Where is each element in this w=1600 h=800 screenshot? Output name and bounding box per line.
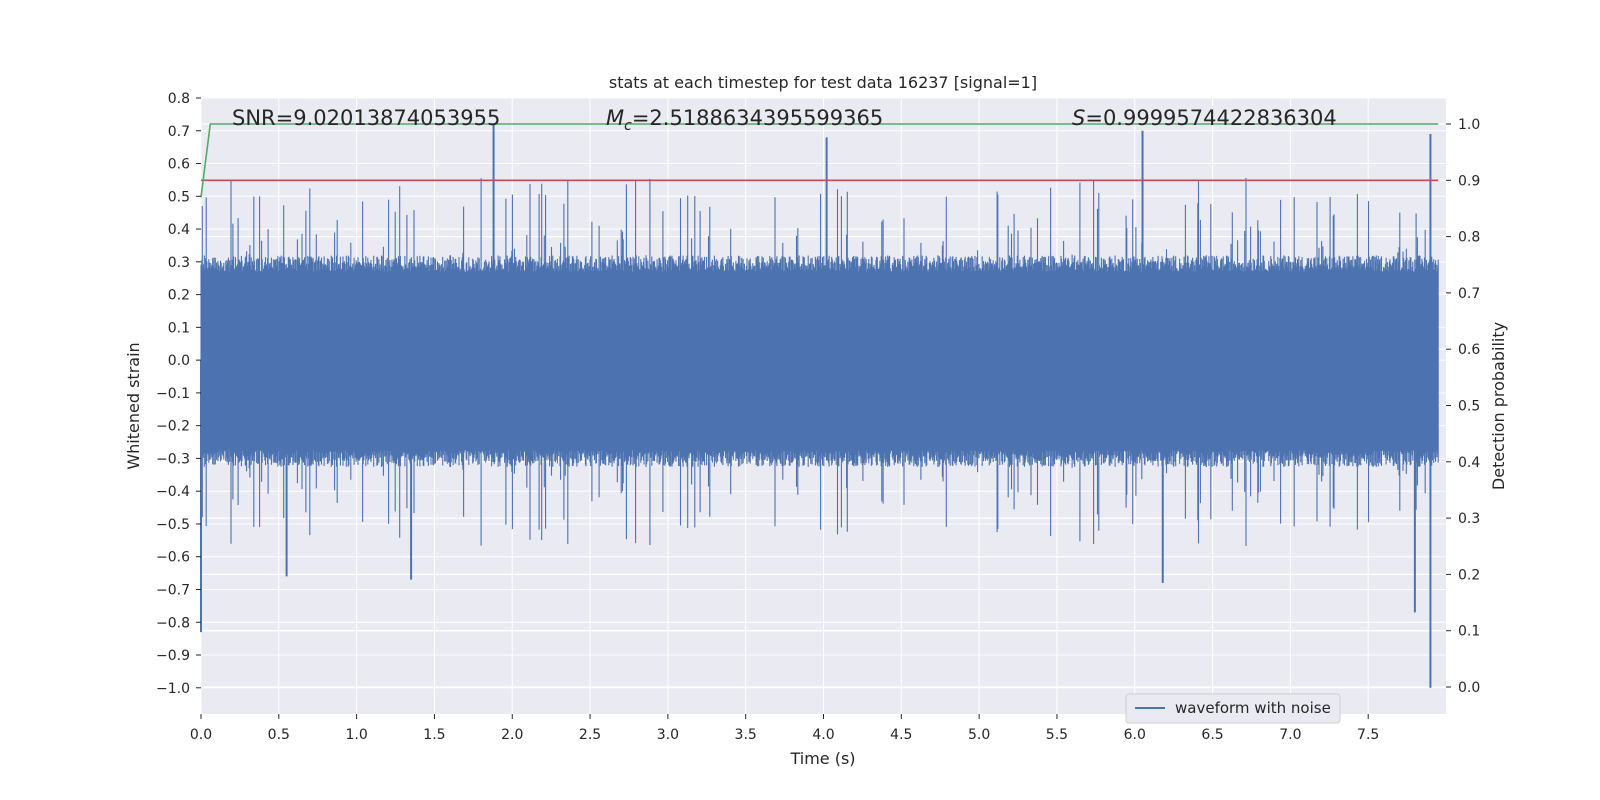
x-tick-label: 0.0 xyxy=(190,727,212,743)
y-right-tick-label: 0.0 xyxy=(1458,680,1480,696)
y-right-tick-label: 0.8 xyxy=(1458,230,1480,246)
x-tick-label: 2.0 xyxy=(501,727,523,743)
x-tick-label: 4.5 xyxy=(890,727,912,743)
x-axis-ticks: 0.0 0.5 1.0 1.5 2.0 2.5 3.0 3.5 4.0 4.5 5.0 5.5 6.0 6… xyxy=(190,714,1379,743)
mc-symbol: M xyxy=(606,106,624,130)
y-right-tick-label: 0.9 xyxy=(1458,173,1480,189)
s-value: =0.9999574422836304 xyxy=(1085,106,1336,130)
legend-box xyxy=(1125,693,1341,724)
y-left-tick-label: 0.3 xyxy=(168,255,190,271)
y-right-tick-label: 1.0 xyxy=(1458,117,1480,133)
mc-subscript: c xyxy=(624,118,632,134)
y-left-tick-label: −0.2 xyxy=(156,419,190,435)
x-tick-label: 1.0 xyxy=(345,727,367,743)
y-left-tick-label: 0.5 xyxy=(168,189,190,205)
x-tick-label: 3.0 xyxy=(657,727,679,743)
waveform-series xyxy=(200,124,1439,688)
y-left-tick-label: −0.3 xyxy=(156,451,190,467)
y-left-tick-label: −0.8 xyxy=(156,615,190,631)
probability-series xyxy=(200,123,1439,198)
x-tick-label: 2.5 xyxy=(579,727,601,743)
y-left-tick-label: 0.1 xyxy=(168,320,190,336)
y-right-tick-label: 0.3 xyxy=(1458,511,1480,527)
chart-title: stats at each timestep for test data 162… xyxy=(609,73,1037,92)
y-right-tick-label: 0.1 xyxy=(1458,624,1480,640)
y-left-tick-label: −1.0 xyxy=(156,681,190,697)
y-left-tick-label: 0.8 xyxy=(168,91,190,107)
x-tick-label: 5.5 xyxy=(1046,727,1068,743)
x-axis-label: Time (s) xyxy=(789,749,855,768)
y-right-tick-label: 0.7 xyxy=(1458,286,1480,302)
y-left-axis-label: Whitened strain xyxy=(124,342,143,469)
y-left-tick-label: −0.1 xyxy=(156,386,190,402)
legend-label: waveform with noise xyxy=(1175,699,1331,717)
y-left-tick-label: 0.0 xyxy=(168,353,190,369)
y-left-tick-label: 0.7 xyxy=(168,124,190,140)
y-left-tick-label: −0.7 xyxy=(156,582,190,598)
x-tick-label: 7.5 xyxy=(1357,727,1379,743)
y-right-tick-label: 0.5 xyxy=(1458,399,1480,415)
x-tick-label: 7.0 xyxy=(1279,727,1301,743)
legend: waveform with noise xyxy=(1125,693,1341,724)
x-tick-label: 6.5 xyxy=(1201,727,1223,743)
y-left-tick-label: 0.4 xyxy=(168,222,190,238)
y-right-tick-label: 0.6 xyxy=(1458,342,1480,358)
mc-value: =2.5188634395599365 xyxy=(632,106,883,130)
y-left-tick-label: −0.6 xyxy=(156,550,190,566)
x-tick-label: 4.0 xyxy=(812,727,834,743)
x-tick-label: 3.5 xyxy=(735,727,757,743)
y-right-axis-ticks: 1.0 0.9 0.8 0.7 0.6 0.5 0.4 0.3 0.2 0.1 0.0 xyxy=(1446,117,1480,696)
x-tick-label: 0.5 xyxy=(268,727,290,743)
score-annotation: S=0.9999574422836304 xyxy=(1072,106,1337,130)
y-right-tick-label: 0.4 xyxy=(1458,455,1480,471)
y-right-tick-label: 0.2 xyxy=(1458,567,1480,583)
y-left-tick-label: −0.5 xyxy=(156,517,190,533)
y-left-tick-label: −0.4 xyxy=(156,484,190,500)
chirp-mass-annotation: Mc=2.5188634395599365 xyxy=(606,106,883,134)
y-right-axis-label: Detection probability xyxy=(1489,322,1508,490)
s-symbol: S xyxy=(1072,106,1085,130)
x-tick-label: 6.0 xyxy=(1124,727,1146,743)
y-left-tick-label: −0.9 xyxy=(156,648,190,664)
snr-annotation: SNR=9.02013874053955 xyxy=(232,106,500,130)
y-left-axis-ticks: 0.8 0.7 0.6 0.5 0.4 0.3 0.2 0.1 0.0 −0.1 −0.2 −0.3 −… xyxy=(156,91,201,697)
detection-probability-line xyxy=(200,123,1439,198)
x-tick-label: 5.0 xyxy=(968,727,990,743)
y-left-tick-label: 0.2 xyxy=(168,288,190,304)
y-left-tick-label: 0.6 xyxy=(168,157,190,173)
x-tick-label: 1.5 xyxy=(423,727,445,743)
